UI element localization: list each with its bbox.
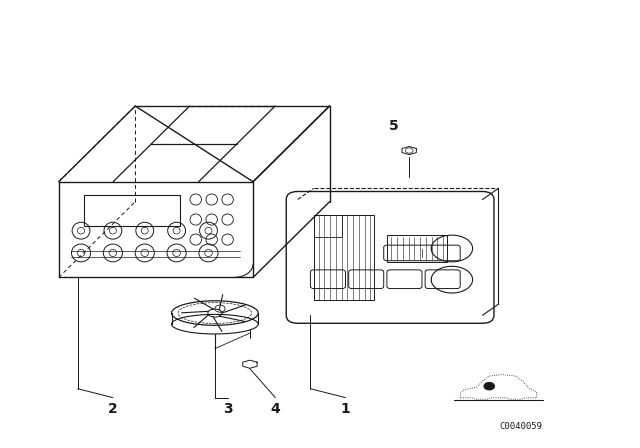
Bar — [84, 195, 180, 226]
Text: C0040059: C0040059 — [499, 422, 542, 431]
Text: 1: 1 — [340, 402, 350, 416]
Text: 5: 5 — [388, 119, 398, 133]
Bar — [314, 215, 374, 300]
Text: 2: 2 — [108, 402, 118, 416]
Text: 4: 4 — [271, 402, 280, 416]
Bar — [387, 235, 447, 262]
Text: 3: 3 — [223, 402, 232, 416]
Circle shape — [484, 383, 494, 390]
Bar — [314, 215, 342, 237]
